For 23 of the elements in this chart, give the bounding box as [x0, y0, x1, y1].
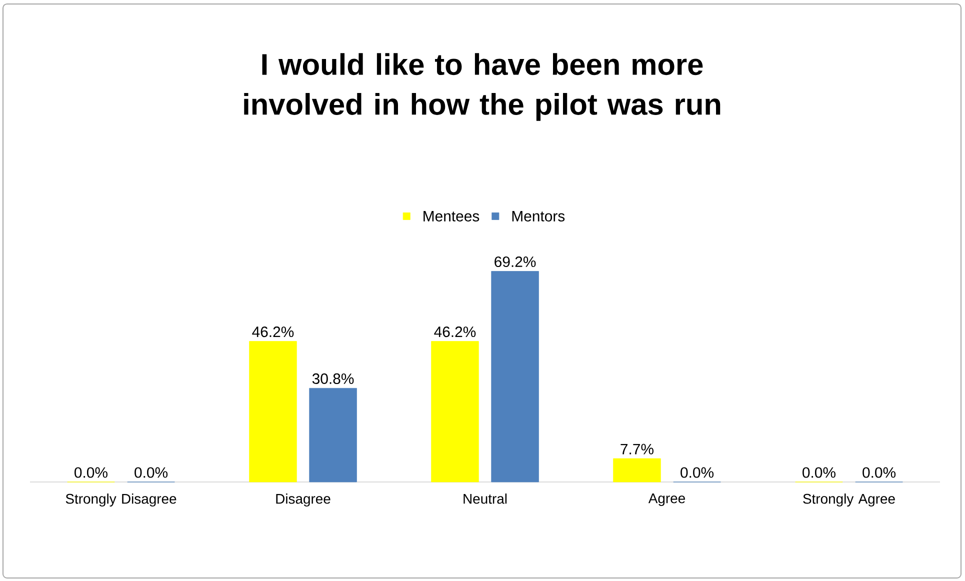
bar: [431, 341, 479, 482]
data-label: 0.0%: [74, 467, 108, 478]
x-tick-label: Agree: [648, 494, 685, 506]
x-tick-label: Strongly Disagree: [66, 494, 176, 507]
data-label: 0.0%: [134, 467, 168, 478]
data-label: 0.0%: [862, 467, 896, 478]
data-label: 69.2%: [494, 256, 536, 268]
bar: [491, 271, 539, 482]
bar: [249, 341, 297, 482]
data-label: 30.8%: [312, 373, 354, 384]
x-tick-label: Neutral: [464, 494, 507, 504]
legend-label: Mentees: [424, 211, 480, 222]
x-tick-label: Disagree: [276, 494, 330, 507]
x-tick-label: Strongly Agree: [803, 494, 895, 507]
data-label: 46.2%: [252, 326, 294, 338]
legend-label: Mentors: [512, 211, 565, 222]
data-label: 0.0%: [802, 467, 836, 478]
data-label: 7.7%: [620, 444, 654, 454]
bar: [613, 458, 661, 482]
data-label: 46.2%: [434, 326, 476, 338]
data-label: 0.0%: [680, 467, 714, 478]
chart-title: I would like to have been more involved in how the pilot was run: [244, 53, 720, 121]
bar: [309, 388, 357, 482]
